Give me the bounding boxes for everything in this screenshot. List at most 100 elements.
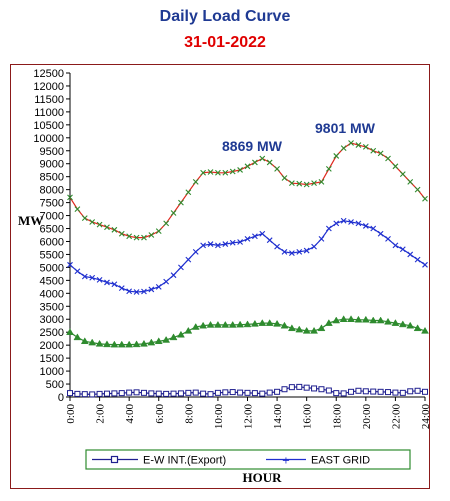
data-point-ew-int: [422, 388, 428, 395]
data-point-east-grid: [318, 235, 325, 242]
data-point-east-grid: [207, 241, 214, 247]
y-tick-label: 9500: [40, 146, 64, 158]
y-tick-label: 11500: [34, 94, 64, 106]
data-point-east-grid: [385, 235, 391, 242]
data-point-east-grid: [370, 225, 377, 232]
data-point-series-3: [169, 333, 178, 341]
data-point-series-4: [163, 220, 170, 227]
data-point-series-3: [243, 320, 252, 328]
y-tick-label: 12500: [33, 68, 64, 80]
data-point-ew-int: [118, 390, 125, 397]
data-point-series-3: [391, 319, 400, 326]
data-point-east-grid: [244, 235, 251, 242]
data-point-ew-int: [370, 388, 377, 395]
data-point-east-grid: [407, 251, 414, 258]
data-point-series-4: [296, 180, 303, 187]
x-tick-label: 10:00: [213, 404, 225, 430]
y-tick-label: 8000: [40, 185, 64, 197]
data-point-series-3: [287, 324, 296, 332]
y-tick-label: 500: [46, 379, 64, 391]
data-point-series-3: [95, 339, 104, 347]
data-point-series-3: [147, 338, 156, 346]
data-point-ew-int: [259, 390, 266, 397]
data-point-ew-int: [325, 387, 332, 394]
data-point-east-grid: [178, 264, 184, 271]
data-point-series-4: [170, 210, 177, 216]
data-point-ew-int: [399, 389, 406, 396]
data-point-series-3: [421, 326, 429, 334]
annotation-peak-1: 8869 MW: [222, 138, 283, 154]
data-point-ew-int: [407, 388, 414, 395]
data-point-series-3: [376, 316, 385, 324]
data-point-east-grid: [229, 239, 236, 246]
data-point-east-grid: [325, 225, 332, 232]
data-point-ew-int: [237, 389, 244, 396]
data-point-series-4: [200, 169, 207, 176]
data-point-ew-int: [377, 388, 384, 395]
data-point-series-3: [361, 315, 370, 323]
data-point-east-grid: [422, 261, 428, 268]
data-point-east-grid: [303, 247, 310, 254]
data-point-series-3: [103, 340, 111, 348]
legend: E-W INT.(Export) + EAST GRID: [85, 449, 411, 470]
data-point-series-3: [110, 340, 119, 348]
data-point-series-4: [303, 181, 310, 188]
series-line-east-grid: [69, 220, 426, 293]
data-point-east-grid: [414, 256, 421, 263]
data-point-east-grid: [355, 220, 362, 227]
chart-date: 31-01-2022: [184, 34, 266, 51]
data-point-series-4: [104, 224, 110, 231]
data-point-ew-int: [281, 386, 288, 393]
data-point-east-grid: [237, 239, 243, 245]
y-tick-label: 7500: [40, 198, 64, 210]
data-point-series-3: [184, 326, 193, 334]
data-point-series-4: [318, 178, 325, 185]
data-point-series-4: [333, 153, 340, 159]
data-point-ew-int: [170, 390, 177, 397]
data-point-east-grid: [311, 243, 317, 250]
data-point-ew-int: [222, 389, 229, 396]
data-point-series-4: [325, 166, 332, 172]
data-point-series-3: [154, 337, 163, 345]
data-point-series-4: [252, 159, 258, 166]
data-point-series-4: [288, 180, 295, 187]
data-point-series-4: [340, 145, 347, 152]
data-point-east-grid: [392, 242, 399, 249]
data-point-series-3: [117, 340, 126, 348]
data-point-series-3: [250, 319, 259, 327]
y-tick-label: 5500: [40, 249, 64, 261]
data-point-east-grid: [141, 288, 147, 295]
chart-title: Daily Load Curve: [159, 8, 291, 25]
y-tick-label: 3000: [40, 314, 64, 326]
data-point-series-4: [89, 219, 96, 225]
data-point-series-3: [213, 320, 222, 328]
y-tick-label: 3500: [40, 301, 64, 313]
data-point-series-4: [215, 169, 221, 176]
data-point-east-grid: [163, 278, 170, 285]
data-point-series-3: [273, 319, 282, 327]
data-point-east-grid: [81, 273, 88, 280]
data-point-east-grid: [333, 220, 340, 227]
data-point-ew-int: [229, 389, 236, 396]
data-point-ew-int: [96, 390, 103, 397]
data-point-east-grid: [155, 283, 162, 290]
chart-frame: [10, 64, 430, 489]
y-tick-label: 2500: [40, 327, 64, 339]
data-point-series-4: [133, 234, 140, 241]
x-tick-label: 20:00: [361, 404, 373, 430]
data-point-east-grid: [74, 268, 81, 275]
data-point-ew-int: [148, 390, 155, 397]
data-point-east-grid: [288, 250, 295, 257]
data-point-series-4: [126, 233, 133, 240]
data-point-east-grid: [252, 233, 258, 240]
data-point-ew-int: [414, 387, 421, 394]
data-point-series-3: [162, 335, 171, 343]
data-point-ew-int: [244, 389, 251, 396]
data-point-series-4: [414, 186, 421, 193]
data-point-series-4: [118, 230, 125, 237]
data-point-ew-int: [177, 390, 184, 397]
data-point-series-3: [191, 323, 200, 330]
y-tick-label: 5000: [40, 262, 64, 274]
data-point-ew-int: [163, 390, 170, 397]
